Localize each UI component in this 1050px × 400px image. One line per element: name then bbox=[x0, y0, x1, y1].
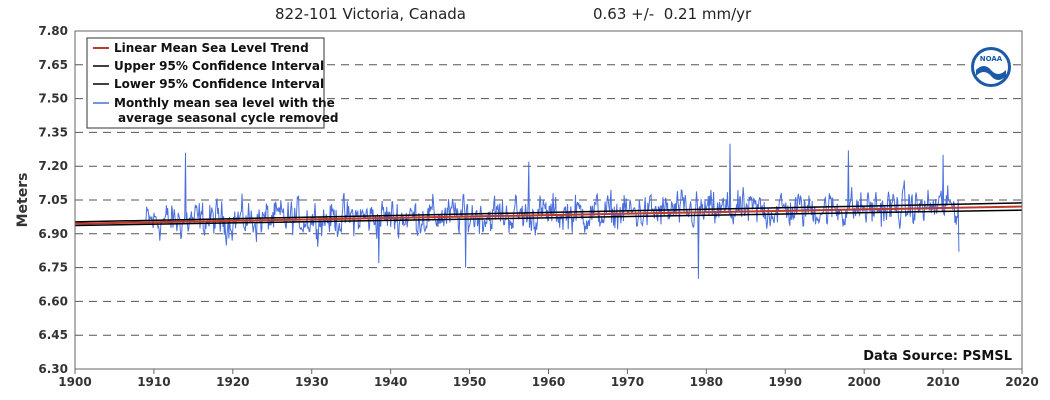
legend-label-lower: Lower 95% Confidence Interval bbox=[114, 77, 324, 91]
x-tick-label: 1900 bbox=[58, 375, 91, 389]
series-linear-trend bbox=[74, 205, 1023, 225]
x-tick-label: 1960 bbox=[532, 375, 565, 389]
series-monthly-mean bbox=[145, 143, 960, 279]
data-source-label: Data Source: PSMSL bbox=[863, 349, 1012, 364]
y-tick-label: 7.65 bbox=[38, 58, 68, 72]
x-tick-label: 1940 bbox=[374, 375, 407, 389]
y-axis-label: Meters bbox=[15, 173, 31, 228]
y-tick-label: 7.20 bbox=[38, 159, 68, 173]
y-tick-label: 6.45 bbox=[38, 328, 68, 342]
x-tick-label: 2010 bbox=[926, 375, 959, 389]
x-tick-label: 1920 bbox=[216, 375, 249, 389]
legend-label-monthly-line2: average seasonal cycle removed bbox=[118, 111, 339, 125]
series-upper-ci bbox=[74, 202, 1023, 223]
series-lower-ci bbox=[74, 209, 1023, 227]
y-tick-label: 7.80 bbox=[38, 24, 68, 38]
legend: Linear Mean Sea Level Trend Upper 95% Co… bbox=[86, 37, 339, 129]
x-tick-label: 1950 bbox=[453, 375, 486, 389]
noaa-logo: NOAA bbox=[969, 45, 1013, 89]
y-tick-label: 6.30 bbox=[38, 362, 68, 376]
y-tick-label: 7.35 bbox=[38, 125, 68, 139]
legend-label-trend: Linear Mean Sea Level Trend bbox=[114, 41, 309, 55]
legend-label-monthly: Monthly mean sea level with the average … bbox=[114, 96, 339, 125]
x-tick-label: 1970 bbox=[611, 375, 644, 389]
x-tick-label: 1990 bbox=[769, 375, 802, 389]
station-title: 822-101 Victoria, Canada bbox=[275, 5, 466, 23]
y-tick-label: 6.90 bbox=[38, 227, 68, 241]
legend-label-upper: Upper 95% Confidence Interval bbox=[114, 59, 324, 73]
axis-ticks: 6.30 6.45 6.60 6.75 6.90 7.05 7.20 7.35 7.50 7.65… bbox=[38, 24, 1038, 389]
x-tick-label: 1930 bbox=[295, 375, 328, 389]
y-tick-label: 7.05 bbox=[38, 193, 68, 207]
legend-label-monthly-line1: Monthly mean sea level with the bbox=[114, 96, 335, 110]
y-tick-label: 7.50 bbox=[38, 92, 68, 106]
svg-text:NOAA: NOAA bbox=[980, 55, 1003, 63]
x-tick-label: 2000 bbox=[847, 375, 880, 389]
data-layer bbox=[74, 143, 1023, 279]
legend-box bbox=[86, 37, 325, 129]
trend-rate: 0.63 +/- 0.21 mm/yr bbox=[593, 5, 752, 23]
x-tick-label: 2020 bbox=[1005, 375, 1038, 389]
y-tick-label: 6.60 bbox=[38, 294, 68, 308]
x-tick-label: 1980 bbox=[690, 375, 723, 389]
y-tick-label: 6.75 bbox=[38, 261, 68, 275]
x-tick-label: 1910 bbox=[137, 375, 170, 389]
